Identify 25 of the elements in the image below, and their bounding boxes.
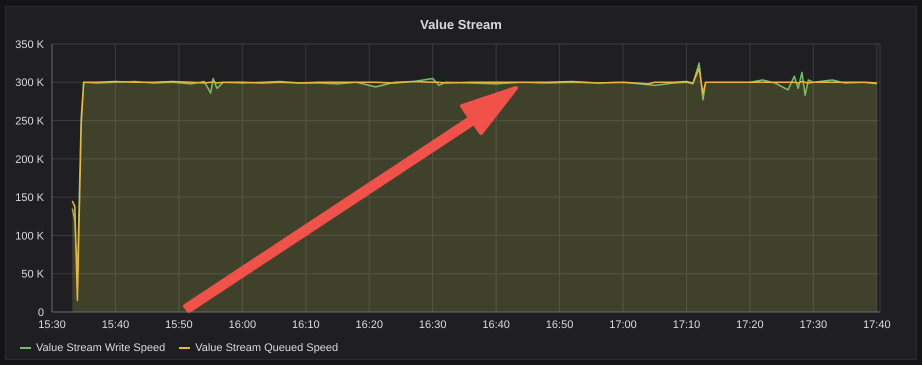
x-tick-label: 16:20 (355, 318, 383, 331)
x-tick-label: 17:20 (736, 318, 764, 331)
legend-label: Value Stream Write Speed (36, 342, 166, 354)
y-tick-label: 150 K (15, 192, 45, 204)
x-tick-label: 16:10 (292, 318, 320, 331)
x-tick-label: 15:50 (165, 318, 193, 331)
x-tick-label: 17:10 (672, 318, 700, 331)
x-tick-label: 16:30 (418, 318, 446, 331)
x-tick-label: 16:40 (482, 318, 510, 331)
y-tick-label: 50 K (21, 268, 45, 281)
x-tick-label: 17:30 (800, 318, 828, 331)
x-tick-label: 17:00 (609, 318, 637, 331)
y-tick-label: 200 K (15, 154, 45, 166)
x-tick-label: 15:40 (102, 318, 130, 331)
legend-label: Value Stream Queued Speed (195, 342, 338, 354)
chart-title: Value Stream (419, 17, 503, 32)
x-tick-label: 16:00 (228, 318, 256, 331)
x-tick-label: 15:30 (38, 318, 66, 331)
y-tick-label: 0 (38, 306, 44, 319)
y-tick-label: 300 K (15, 77, 45, 90)
y-tick-label: 250 K (15, 115, 45, 128)
x-tick-label: 17:40 (863, 318, 891, 331)
x-tick-label: 16:50 (546, 318, 574, 331)
y-tick-label: 100 K (15, 230, 45, 242)
y-tick-label: 350 K (15, 38, 45, 51)
